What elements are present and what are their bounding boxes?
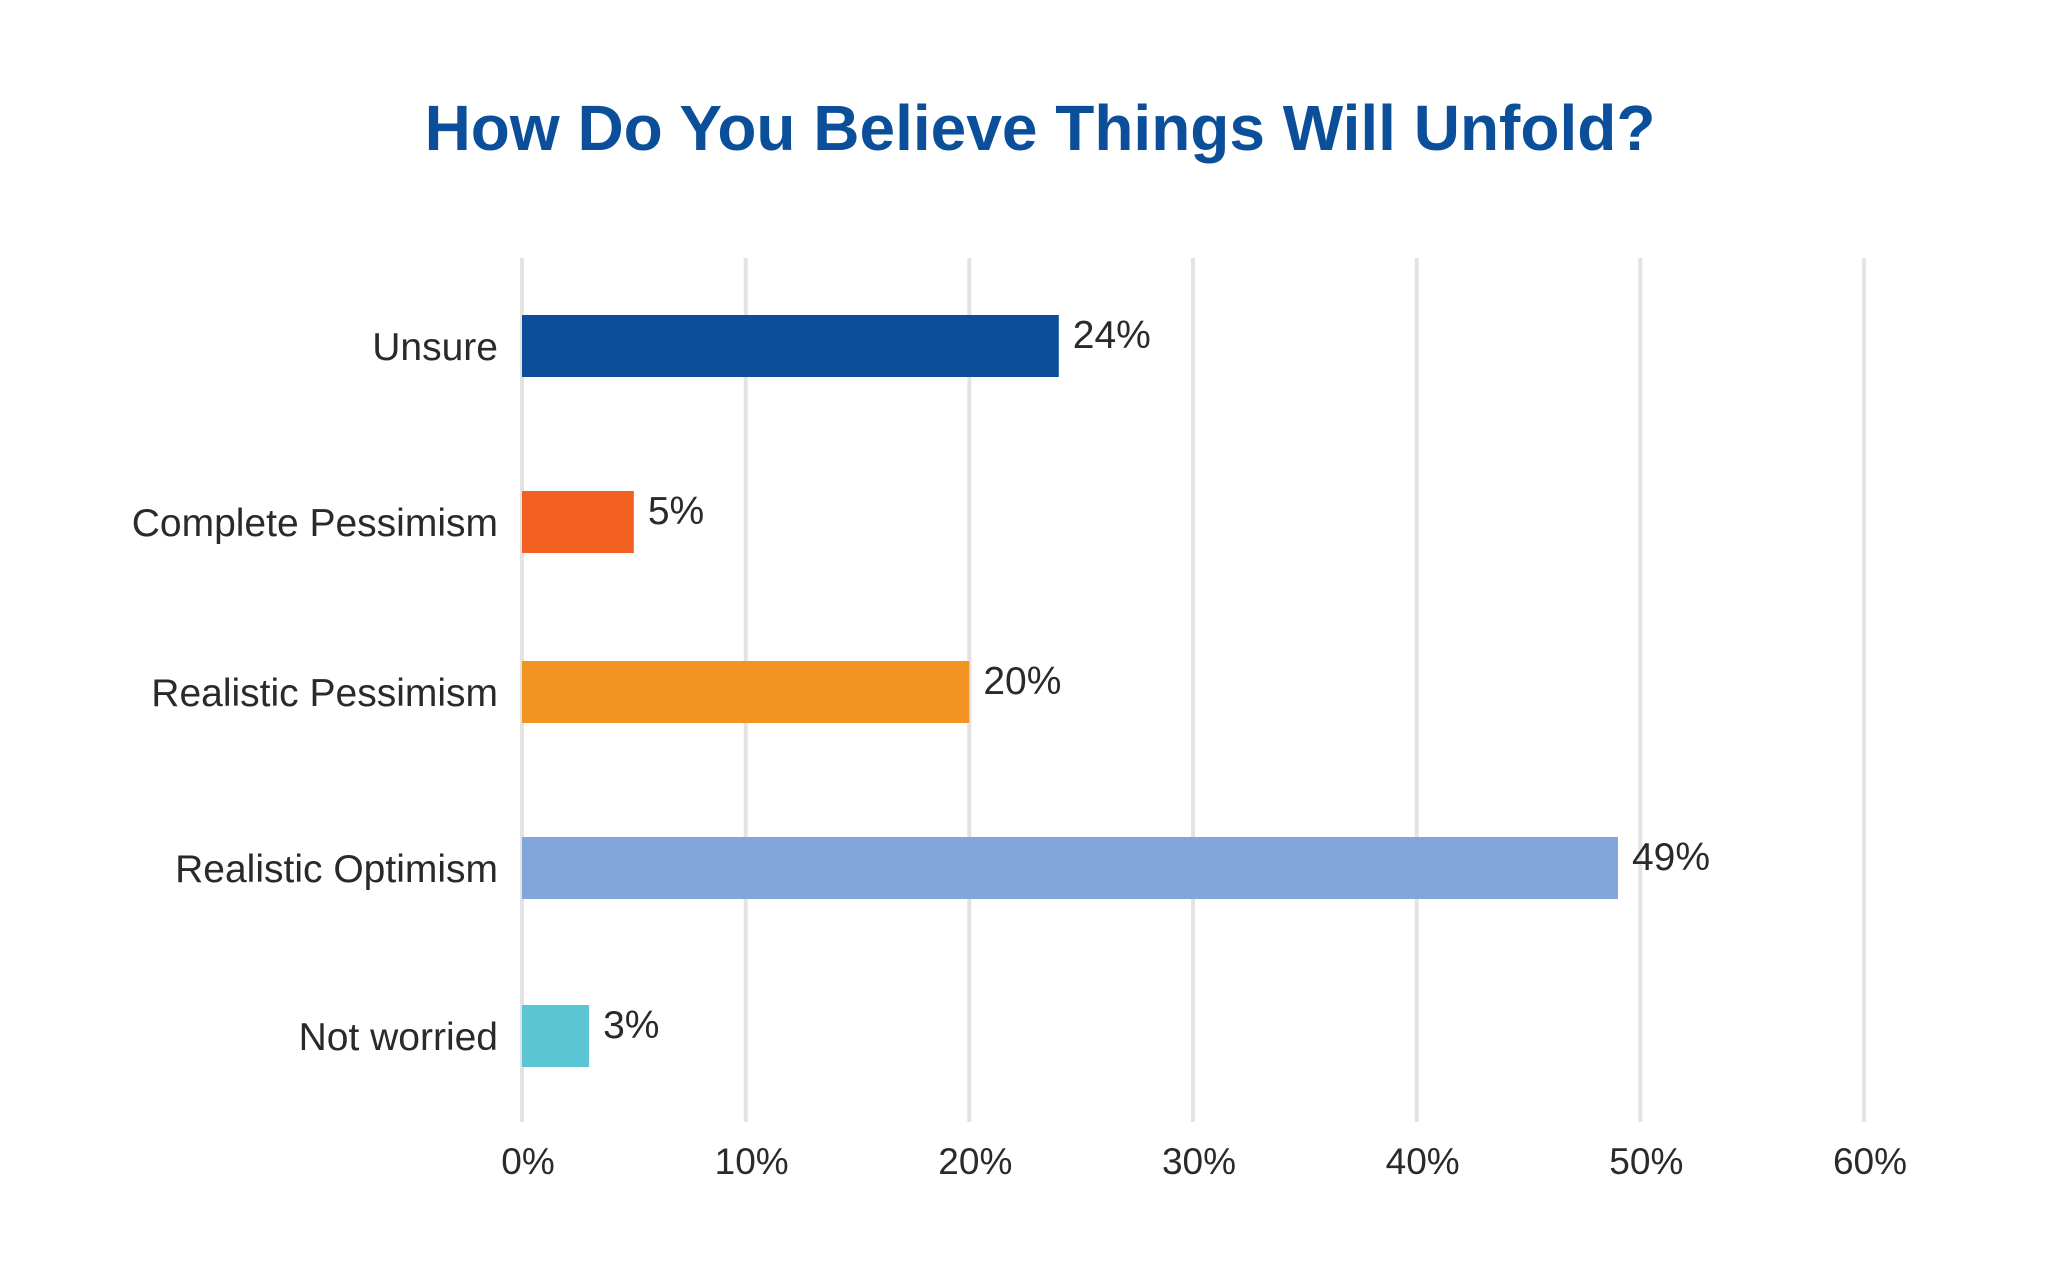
bars — [522, 315, 1618, 1067]
x-tick-label: 0% — [501, 1141, 554, 1182]
x-tick-label: 20% — [938, 1141, 1012, 1182]
category-label: Realistic Pessimism — [151, 672, 498, 715]
x-axis-ticks: 0% 10% 20% 30% 40% 50% 60% — [501, 1141, 1907, 1182]
bar-realistic-pessimism — [522, 661, 970, 723]
bar-not-worried — [522, 1005, 590, 1067]
x-tick-label: 40% — [1386, 1141, 1460, 1182]
x-tick-label: 60% — [1833, 1141, 1907, 1182]
category-label: Realistic Optimism — [175, 848, 498, 891]
data-label: 20% — [983, 660, 1061, 703]
bar-unsure — [522, 315, 1059, 377]
chart-title: How Do You Believe Things Will Unfold? — [425, 92, 1656, 164]
category-label: Not worried — [299, 1016, 498, 1059]
x-tick-label: 10% — [715, 1141, 789, 1182]
data-label: 3% — [603, 1004, 659, 1047]
category-label: Unsure — [372, 326, 498, 369]
bar-realistic-optimism — [522, 837, 1618, 899]
data-label: 24% — [1073, 314, 1151, 357]
labels: Unsure 24% Complete Pessimism 5% Realistic P… — [132, 314, 1710, 1059]
data-label: 5% — [648, 490, 704, 533]
category-label: Complete Pessimism — [132, 502, 498, 545]
x-tick-label: 50% — [1609, 1141, 1683, 1182]
x-tick-label: 30% — [1162, 1141, 1236, 1182]
data-label: 49% — [1632, 836, 1710, 879]
bar-complete-pessimism — [522, 491, 634, 553]
